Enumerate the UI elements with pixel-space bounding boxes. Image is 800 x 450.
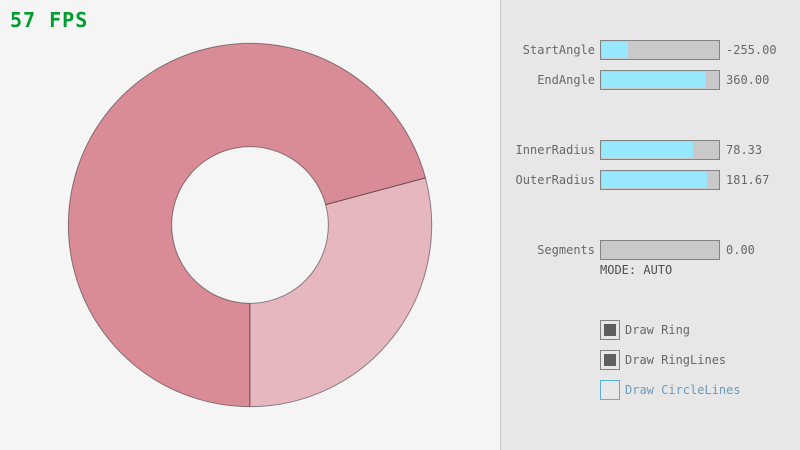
outer-radius-slider[interactable] <box>600 170 720 190</box>
fps-counter: 57 FPS <box>10 8 89 32</box>
draw-ring-label: Draw Ring <box>625 323 691 337</box>
start-angle-slider[interactable] <box>600 40 720 60</box>
slider-row-outer-radius: OuterRadius 181.67 <box>501 170 800 190</box>
checkbox-row-draw-ringlines: Draw RingLines <box>501 350 800 370</box>
segments-slider[interactable] <box>600 240 720 260</box>
checkmark-icon <box>604 324 616 336</box>
start-angle-value: -255.00 <box>726 43 777 57</box>
checkbox-row-draw-ring: Draw Ring <box>501 320 800 340</box>
outer-radius-value: 181.67 <box>726 173 770 187</box>
checkbox-row-draw-circlelines: Draw CircleLines <box>501 380 800 400</box>
start-angle-label: StartAngle <box>522 43 595 57</box>
slider-row-start-angle: StartAngle -255.00 <box>501 40 800 60</box>
slider-row-inner-radius: InnerRadius 78.33 <box>501 140 800 160</box>
start-angle-slider-fill <box>602 42 629 58</box>
draw-ringlines-label: Draw RingLines <box>625 353 727 367</box>
draw-circlelines-checkbox[interactable] <box>600 380 620 400</box>
end-angle-value: 360.00 <box>726 73 770 87</box>
segments-label: Segments <box>537 243 595 257</box>
ring-sector-dark <box>67 42 427 408</box>
outer-radius-label: OuterRadius <box>515 173 595 187</box>
inner-radius-value: 78.33 <box>726 143 763 157</box>
checkmark-icon <box>604 384 616 396</box>
end-angle-slider[interactable] <box>600 70 720 90</box>
inner-radius-slider[interactable] <box>600 140 720 160</box>
draw-ringlines-checkbox[interactable] <box>600 350 620 370</box>
inner-radius-label: InnerRadius <box>515 143 595 157</box>
inner-radius-slider-fill <box>602 142 694 158</box>
segments-value: 0.00 <box>726 243 755 257</box>
controls-panel: StartAngle -255.00 EndAngle 360.00 Inner… <box>500 0 800 450</box>
outer-radius-slider-fill <box>602 172 708 188</box>
end-angle-label: EndAngle <box>537 73 595 87</box>
mode-status-text: MODE: AUTO <box>600 263 673 277</box>
draw-ring-checkbox[interactable] <box>600 320 620 340</box>
slider-row-segments: Segments 0.00 <box>501 240 800 260</box>
slider-row-end-angle: EndAngle 360.00 <box>501 70 800 90</box>
ring-sector-light <box>249 177 433 408</box>
end-angle-slider-fill <box>602 72 707 88</box>
draw-circlelines-label: Draw CircleLines <box>625 383 741 397</box>
checkmark-icon <box>604 354 616 366</box>
